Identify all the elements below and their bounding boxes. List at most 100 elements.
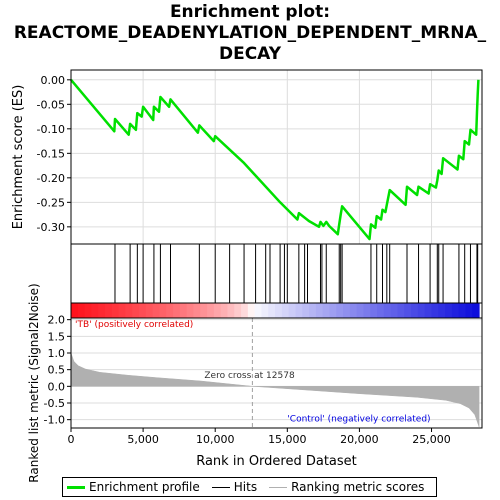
- band-segment: [309, 303, 317, 318]
- band-segment: [383, 303, 392, 318]
- band-segment: [431, 303, 439, 318]
- band-segment: [91, 303, 99, 318]
- band-segment: [193, 303, 201, 318]
- band-segment: [302, 303, 310, 318]
- rank-color-band: [70, 302, 483, 319]
- rank-xtick-label: 25,000: [412, 433, 451, 446]
- legend-hits-swatch: [211, 486, 230, 488]
- band-segment: [315, 303, 324, 318]
- legend-metric-swatch: [269, 486, 288, 488]
- band-segment: [207, 303, 215, 318]
- rank-xtick-label: 5,000: [127, 433, 159, 446]
- rank-xtick-label: 0: [68, 433, 75, 446]
- rank-frame: [70, 317, 483, 429]
- band-segment: [179, 303, 188, 318]
- band-segment: [268, 303, 276, 318]
- band-segment: [397, 303, 405, 318]
- legend-hits-label: Hits: [233, 480, 258, 494]
- band-segment: [105, 303, 113, 318]
- band-segment: [254, 303, 262, 318]
- es-ylabel: Enrichment score (ES): [11, 85, 26, 230]
- band-segment: [159, 303, 167, 318]
- band-segment: [417, 303, 426, 318]
- band-segment: [186, 303, 194, 318]
- positive-correlation-label: 'TB' (positively correlated): [75, 320, 193, 330]
- title-line-3: DECAY: [218, 44, 282, 64]
- ranked-metric-panel: 2.0 1.5 1.0 0.5 0.0 -0.5 -1.0 Zero cross at 125…: [27, 283, 483, 483]
- band-segment: [281, 303, 290, 318]
- rank-ytick-label: 0.5: [48, 364, 66, 377]
- band-segment: [390, 303, 398, 318]
- band-segment: [295, 303, 303, 318]
- rank-ytick-label: 1.5: [48, 330, 66, 343]
- es-ytick-label: 0.00: [41, 74, 66, 87]
- legend-item-hits: Hits: [211, 480, 258, 494]
- rank-xlabel: Rank in Ordered Dataset: [196, 454, 357, 469]
- band-segment: [322, 303, 330, 318]
- rank-ytick-label: -0.5: [44, 397, 65, 410]
- title-line-2: REACTOME_DEADENYLATION_DEPENDENT_MRNA_: [13, 23, 487, 43]
- band-segment: [261, 303, 269, 318]
- es-ytick-label: -0.20: [37, 172, 65, 185]
- hits-panel: [70, 243, 483, 304]
- es-panel: 0.00 -0.05 -0.10 -0.15 -0.20 -0.25 -0.30 Enrich…: [11, 69, 483, 245]
- legend-profile-swatch: [67, 485, 85, 489]
- rank-ytick-label: 1.0: [48, 347, 66, 360]
- legend-item-profile: Enrichment profile: [67, 480, 200, 494]
- band-segment: [241, 303, 249, 318]
- band-segment: [139, 303, 147, 318]
- rank-xtick-label: 10,000: [196, 433, 235, 446]
- rank-xtick-label: 15,000: [268, 433, 307, 446]
- band-segment: [166, 303, 174, 318]
- band-segment: [98, 303, 106, 318]
- rank-ytick-label: 0.0: [48, 380, 66, 393]
- band-segment: [424, 303, 433, 318]
- hits-frame: [70, 243, 483, 304]
- band-segment: [411, 303, 419, 318]
- band-segment: [118, 303, 126, 318]
- rank-xtick-label: 20,000: [340, 433, 379, 446]
- legend: Enrichment profile Hits Ranking metric s…: [62, 477, 437, 497]
- es-frame: [70, 69, 483, 245]
- legend-metric-label: Ranking metric scores: [291, 480, 425, 494]
- legend-profile-label: Enrichment profile: [89, 480, 200, 494]
- band-segment: [370, 303, 378, 318]
- band-segment: [145, 303, 154, 318]
- band-segment: [213, 303, 222, 318]
- band-segment: [132, 303, 140, 318]
- band-segment: [71, 303, 79, 318]
- band-segment: [152, 303, 160, 318]
- band-segment: [472, 303, 480, 318]
- band-segment: [458, 303, 467, 318]
- band-segment: [336, 303, 344, 318]
- rank-ytick-label: 2.0: [48, 314, 66, 327]
- negative-correlation-label: 'Control' (negatively correlated): [287, 414, 430, 424]
- band-segment: [173, 303, 181, 318]
- band-segment: [438, 303, 446, 318]
- band-segment: [111, 303, 120, 318]
- band-segment: [343, 303, 351, 318]
- band-segment: [275, 303, 283, 318]
- es-ytick-label: -0.15: [37, 147, 65, 160]
- band-segment: [363, 303, 371, 318]
- band-segment: [200, 303, 208, 318]
- band-segment: [329, 303, 337, 318]
- band-segment: [465, 303, 473, 318]
- band-segment: [125, 303, 133, 318]
- band-segment: [227, 303, 235, 318]
- band-segment: [247, 303, 256, 318]
- es-ytick-label: -0.05: [37, 98, 65, 111]
- es-ytick-label: -0.25: [37, 196, 65, 209]
- band-segment: [288, 303, 296, 318]
- band-segment: [220, 303, 228, 318]
- band-segment: [77, 303, 86, 318]
- enrichment-profile-line: [70, 78, 480, 241]
- band-segment: [84, 303, 92, 318]
- title-line-1: Enrichment plot:: [169, 2, 331, 22]
- band-segment: [404, 303, 412, 318]
- legend-item-metric: Ranking metric scores: [269, 480, 424, 494]
- band-segment: [349, 303, 358, 318]
- es-ytick-label: -0.10: [37, 123, 65, 136]
- rank-ylabel: Ranked list metric (Signal2Noise): [27, 283, 41, 482]
